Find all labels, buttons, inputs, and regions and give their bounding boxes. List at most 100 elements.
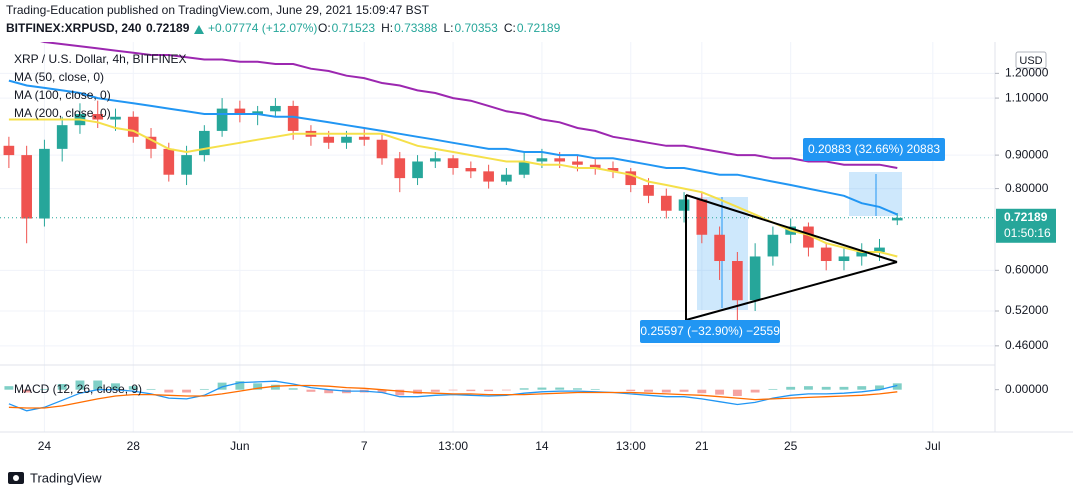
- macd-histogram-bar: [235, 381, 245, 390]
- candle-body: [660, 195, 672, 211]
- candle-body: [589, 164, 601, 169]
- currency-box: [1015, 51, 1047, 69]
- moving-average: [8, 118, 898, 258]
- macd-histogram-bar: [661, 389, 671, 393]
- candle-body: [607, 168, 619, 172]
- macd-histogram-bar: [395, 389, 405, 396]
- candle-body: [127, 116, 139, 137]
- candle-body: [518, 161, 530, 175]
- candle-body: [252, 111, 263, 115]
- ohlc-value: 0.70353: [454, 21, 498, 35]
- macd-histogram-bar: [555, 387, 565, 390]
- y-tick-label: 0.46000: [1005, 338, 1049, 352]
- candle-body: [234, 108, 246, 115]
- macd-histogram-bar: [93, 380, 103, 390]
- candle-body: [572, 161, 583, 165]
- macd-histogram-bar: [768, 388, 778, 390]
- macd-label: MACD (12, 26, close, 9): [14, 382, 142, 396]
- macd-histogram-bar: [146, 388, 156, 390]
- macd-histogram-bar: [430, 389, 440, 392]
- y-tick-label: 1.20000: [1005, 66, 1049, 80]
- candle-body: [39, 148, 50, 219]
- macd-histogram-bar: [39, 388, 49, 390]
- macd-histogram-bar: [484, 389, 494, 392]
- x-tick-label: 24: [38, 439, 52, 453]
- candle-body: [429, 158, 441, 162]
- macd-histogram-bar: [573, 388, 582, 390]
- ohlc-label: O:: [318, 21, 331, 35]
- candle-body: [341, 136, 352, 143]
- legend-entry: MA (200, close, 0): [14, 106, 111, 120]
- macd-histogram-bar: [715, 389, 725, 395]
- macd-histogram-bar: [217, 382, 227, 390]
- annotation: −0.25597 (−32.90%) −25597: [633, 324, 786, 338]
- macd-histogram-bar: [519, 388, 529, 390]
- macd-histogram-bar: [537, 387, 547, 390]
- ohlc: O: 0.71523 H: 0.73388 L: 0.70353 C: 0.72189: [318, 21, 561, 35]
- last-price-box: [996, 208, 1056, 243]
- ohlc-value: 0.72189: [517, 21, 561, 35]
- y-tick-label: 1.10000: [1005, 90, 1049, 104]
- macd-histogram-bar: [501, 389, 511, 391]
- candle-body: [749, 256, 761, 301]
- macd-histogram-bar: [750, 389, 760, 393]
- macd-histogram-bar: [644, 389, 653, 392]
- x-tick-label: 13:00: [616, 439, 646, 453]
- macd-histogram-bar: [22, 389, 32, 393]
- price-pane: [0, 42, 995, 323]
- x-tick-label: 28: [127, 439, 141, 453]
- ohlc-label: L:: [443, 21, 453, 35]
- triangle-pattern: [685, 194, 898, 321]
- legend: MA (50, close, 0) MA (100, close, 0) MA (2…: [14, 70, 111, 120]
- macd-histogram-bar: [182, 389, 192, 393]
- ohlc-label: H:: [381, 21, 393, 35]
- candle-body: [678, 199, 690, 211]
- macd-histogram-bar: [111, 383, 120, 390]
- macd-histogram-bar: [697, 389, 707, 394]
- countdown: 01:50:16: [1004, 226, 1051, 240]
- y-tick-label: 0.52000: [1005, 303, 1049, 317]
- candle-body: [376, 139, 388, 159]
- publisher: Trading-Education published on TradingVi…: [6, 3, 430, 17]
- brand: TradingView: [30, 470, 102, 485]
- y-tick-label: 0.90000: [1005, 147, 1049, 161]
- candle-body: [110, 116, 121, 120]
- x-tick-label: 7: [361, 439, 368, 453]
- y-tick-label: 0.80000: [1005, 181, 1049, 195]
- candle-body: [838, 256, 850, 262]
- moving-average: [40, 42, 898, 169]
- annotation-box: [803, 138, 945, 161]
- macd-pane: [4, 380, 902, 412]
- candle-body: [891, 217, 903, 221]
- macd-histogram-bar: [324, 389, 334, 394]
- macd-histogram-bar: [75, 380, 85, 390]
- candle-body: [145, 136, 157, 149]
- macd-histogram-bar: [377, 389, 387, 393]
- macd-histogram-bar: [857, 386, 867, 390]
- annotation: 0.20883 (32.66%) 20883: [808, 142, 940, 156]
- candle-body: [287, 105, 299, 131]
- candle-body: [323, 136, 335, 143]
- x-tick-label: 14: [535, 439, 549, 453]
- macd-histogram-bar: [732, 389, 742, 397]
- macd-histogram-bar: [892, 383, 902, 390]
- candle-body: [803, 226, 814, 248]
- macd-histogram-bar: [199, 388, 209, 390]
- y-tick-label: 0.00000: [1005, 382, 1049, 396]
- x-tick-label: Jun: [230, 439, 249, 453]
- ohlc-value: 0.73388: [394, 21, 438, 35]
- candle-body: [696, 199, 708, 235]
- chart-title: XRP / U.S. Dollar, 4h, BITFINEX: [14, 52, 187, 66]
- candle-body: [358, 136, 370, 140]
- macd-histogram-bar: [803, 386, 813, 390]
- macd-histogram-bar: [288, 388, 298, 390]
- candle-body: [767, 234, 779, 257]
- x-tick-label: Jul: [925, 439, 940, 453]
- signal-line: [8, 384, 898, 409]
- candle-body: [412, 161, 423, 179]
- candle-body: [447, 158, 459, 169]
- candle-body: [216, 108, 228, 131]
- candle-body: [56, 125, 68, 149]
- candle-body: [554, 158, 566, 162]
